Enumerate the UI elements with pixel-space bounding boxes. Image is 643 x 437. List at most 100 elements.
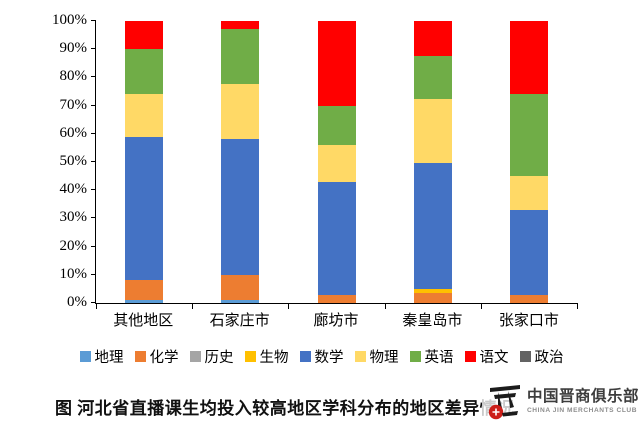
- y-axis-tick: [91, 48, 96, 50]
- legend-label: 历史: [204, 350, 234, 366]
- legend-swatch-icon: [409, 351, 421, 362]
- y-axis-tick: [91, 104, 96, 106]
- bar-segment: [221, 21, 260, 30]
- legend-label: 生物: [259, 350, 289, 366]
- y-axis-tick: [91, 273, 96, 275]
- x-axis-tick: [480, 303, 482, 309]
- legend-swatch-icon: [134, 351, 146, 362]
- y-axis-tick: [91, 217, 96, 219]
- bar-segment: [413, 293, 452, 303]
- legend-item: 化学: [134, 346, 179, 367]
- bar-cell-4: [385, 21, 481, 303]
- x-axis-category-label: 廊坊市: [313, 313, 359, 329]
- legend: 地理 化学 历史 生物 数学 物理 英语 语文 政治: [0, 346, 643, 367]
- y-axis-tick: [91, 132, 96, 134]
- stacked-bar: [509, 21, 548, 303]
- x-axis-tick: [384, 303, 386, 309]
- bar-segment: [509, 94, 548, 177]
- bar-segment: [509, 176, 548, 210]
- bar-segment: [125, 21, 164, 50]
- y-axis-tick-label: 20%: [59, 237, 88, 254]
- bar-segment: [317, 294, 356, 303]
- legend-label: 政治: [534, 350, 564, 366]
- y-axis-tick-label: 90%: [59, 40, 88, 57]
- jin-merchants-logo-icon: [488, 385, 520, 420]
- bar-cell-3: [288, 21, 384, 303]
- y-axis-tick-label: 70%: [59, 96, 88, 113]
- y-axis-tick-label: 30%: [59, 209, 88, 226]
- bar-segment: [317, 181, 356, 295]
- bar-segment: [413, 288, 452, 294]
- y-axis-tick: [91, 76, 96, 78]
- bar-segment: [221, 84, 260, 140]
- legend-swatch-icon: [354, 351, 366, 362]
- y-axis-tick-label: 0%: [67, 294, 87, 310]
- y-axis-tick: [91, 20, 96, 21]
- y-axis-tick-label: 40%: [59, 181, 88, 198]
- legend-item: 地理: [79, 346, 124, 367]
- bar-segment: [221, 29, 260, 85]
- legend-swatch-icon: [244, 351, 256, 362]
- legend-item: 政治: [519, 346, 564, 367]
- bar-segment: [125, 136, 164, 281]
- plot-area: 0% 10% 20% 30% 40% 50% 60% 70% 80% 90% 100%: [52, 13, 578, 310]
- x-axis-tick: [192, 303, 194, 309]
- x-axis-tick: [96, 303, 97, 309]
- legend-label: 地理: [94, 350, 124, 366]
- legend-item: 生物: [244, 346, 289, 367]
- bar-segment: [125, 280, 164, 301]
- y-axis-tick: [91, 245, 96, 247]
- stacked-bar: [413, 21, 452, 303]
- y-axis-tick: [91, 189, 96, 191]
- bar-segment: [509, 294, 548, 303]
- legend-label: 数学: [314, 350, 344, 366]
- bar-segment: [509, 209, 548, 295]
- legend-swatch-icon: [299, 351, 311, 362]
- y-axis-tick-label: 100%: [52, 12, 87, 28]
- y-axis-tick: [91, 161, 96, 162]
- bar-cell-5: [481, 21, 577, 303]
- watermark-text: 中国晋商俱乐部 CHINA JIN MERCHANTS CLUB: [527, 389, 639, 414]
- legend-item: 数学: [299, 346, 344, 367]
- bar-segment: [221, 300, 260, 303]
- stacked-bar: [221, 21, 260, 303]
- x-axis-labels: 其他地区 石家庄市 廊坊市 秦皇岛市 张家口市: [95, 309, 577, 330]
- legend-label: 物理: [369, 350, 399, 366]
- x-axis-tick: [288, 303, 290, 309]
- legend-label: 语文: [479, 350, 509, 366]
- stacked-bar: [317, 21, 356, 303]
- y-axis-tick-label: 50%: [59, 153, 88, 169]
- bar-segment: [221, 139, 260, 275]
- bar-segment: [317, 145, 356, 182]
- bar-segment: [413, 56, 452, 99]
- x-axis-category-label: 秦皇岛市: [402, 313, 463, 329]
- bars-row: [96, 21, 577, 303]
- bar-segment: [509, 21, 548, 95]
- legend-item: 物理: [354, 346, 399, 367]
- y-axis-tick-label: 60%: [59, 124, 88, 141]
- legend-swatch-icon: [79, 351, 91, 362]
- bar-segment: [317, 105, 356, 146]
- bar-cell-2: [192, 21, 288, 303]
- legend-label: 化学: [149, 350, 179, 366]
- legend-item: 语文: [464, 346, 509, 367]
- x-axis-category-label: 石家庄市: [209, 313, 270, 329]
- y-axis-tick-label: 80%: [59, 68, 88, 85]
- legend-item: 英语: [409, 346, 454, 367]
- chart-caption: 图 河北省直播课生均投入较高地区学科分布的地区差异情况: [55, 399, 515, 418]
- legend-swatch-icon: [519, 351, 531, 362]
- legend-item: 历史: [189, 346, 234, 367]
- legend-label: 英语: [424, 350, 454, 366]
- bar-segment: [413, 163, 452, 289]
- watermark-cn: 中国晋商俱乐部: [527, 388, 640, 406]
- bar-segment: [125, 94, 164, 137]
- bar-segment: [413, 21, 452, 57]
- watermark: 中国晋商俱乐部 CHINA JIN MERCHANTS CLUB: [482, 376, 642, 428]
- x-axis-tick: [577, 303, 578, 309]
- legend-swatch-icon: [464, 351, 476, 362]
- bar-segment: [125, 49, 164, 95]
- watermark-en: CHINA JIN MERCHANTS CLUB: [527, 406, 638, 414]
- x-axis-category-label: 张家口市: [498, 313, 559, 329]
- x-axis-category-label: 其他地区: [113, 313, 174, 329]
